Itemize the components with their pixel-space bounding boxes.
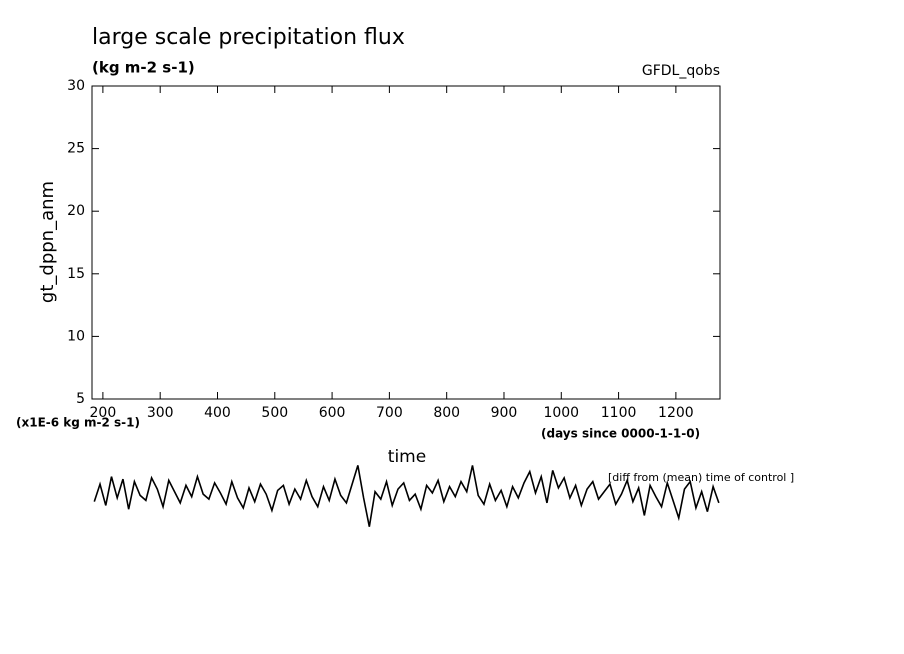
x-tick-label: 700 — [376, 405, 403, 421]
y-tick-label: 15 — [67, 266, 85, 282]
chart-title: large scale precipitation flux — [92, 25, 405, 50]
data-line — [93, 465, 720, 527]
x-tick-label: 500 — [261, 405, 288, 421]
plot-frame — [91, 85, 721, 400]
x-tick-label: 1200 — [658, 405, 694, 421]
y-tick-label: 5 — [76, 391, 85, 407]
x-tick-label: 900 — [491, 405, 518, 421]
y-tick-label: 20 — [67, 203, 85, 219]
y-axis-label: gt_dppn_anm — [37, 181, 58, 303]
y-unit-note: (x1E-6 kg m-2 s-1) — [16, 416, 140, 430]
y-tick-label: 10 — [67, 328, 85, 344]
x-tick-label: 1100 — [601, 405, 637, 421]
chart-subtitle: (kg m-2 s-1) — [92, 59, 195, 77]
x-tick-label: 200 — [90, 405, 117, 421]
x-tick-label: 400 — [204, 405, 231, 421]
annotation: [diff from (mean) time of control ] — [608, 471, 794, 484]
x-tick-label: 600 — [319, 405, 346, 421]
x-tick-label: 800 — [433, 405, 460, 421]
x-tick-label: 1000 — [543, 405, 579, 421]
y-tick-label: 30 — [67, 78, 85, 94]
x-unit-note: (days since 0000-1-1-0) — [541, 427, 700, 441]
y-tick-label: 25 — [67, 141, 85, 157]
x-tick-label: 300 — [147, 405, 174, 421]
source-label: GFDL_qobs — [642, 63, 720, 79]
x-axis-label: time — [388, 447, 426, 467]
